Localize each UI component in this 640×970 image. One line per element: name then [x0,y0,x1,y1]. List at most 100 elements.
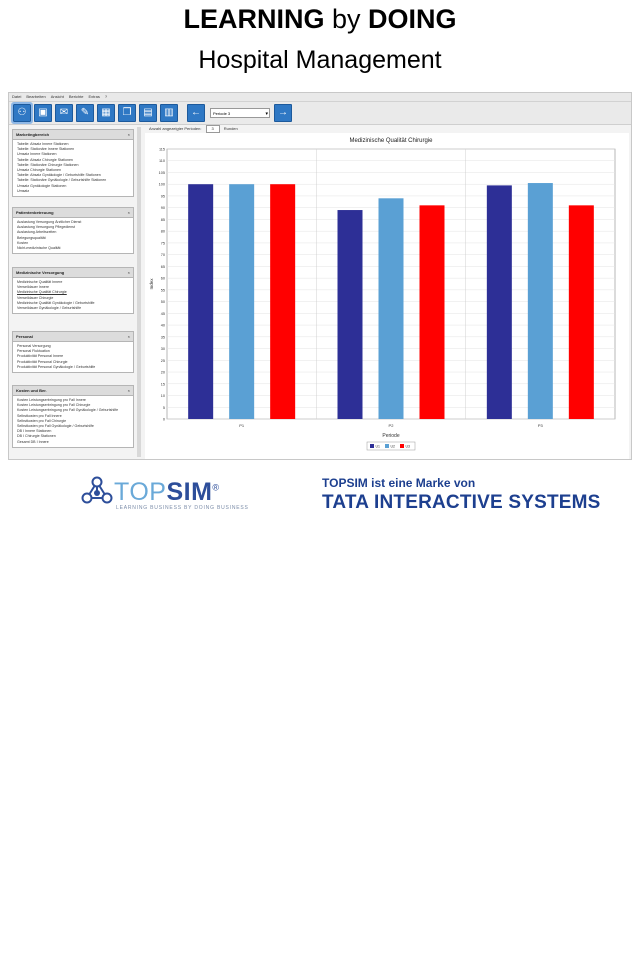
sidebar-report-link[interactable]: Tabelle: Stationäre Innere Stationen [17,147,75,152]
close-icon[interactable]: × [127,210,130,215]
close-icon[interactable]: × [127,132,130,137]
y-tick-label: 55 [161,288,165,292]
app-window: Datei Bearbeiten Ansicht Berichte Extras? Pe… [8,92,632,460]
legend-label: U1 [376,445,381,449]
legend-label: U2 [391,445,396,449]
close-icon[interactable]: × [127,334,130,339]
sidebar-panel-title[interactable]: Personal × [13,332,133,342]
menu-item-0[interactable]: Datei [12,94,22,99]
y-tick-label: 40 [161,324,165,328]
sidebar-report-link[interactable]: Personal Versorgung [17,344,51,348]
sidebar-panel-title[interactable]: Kosten und Ber. × [13,386,133,396]
sidebar-report-link[interactable]: Auslastung Arbeitszeiten [17,230,57,235]
sidebar-report-link[interactable]: Kosten [17,240,29,245]
topsim-tagline: LEARNING BUSINESS BY DOING BUSINESS [116,505,249,511]
y-tick-label: 70 [161,253,165,257]
sidebar-report-link[interactable]: Tabelle: Absatz Innere Stationen [17,142,69,146]
sidebar-report-link[interactable]: Kosten Leistungserbringung pro Fall Chir… [17,403,91,408]
y-tick-label: 45 [161,312,165,316]
sidebar-report-link[interactable]: Auslastung Versorgung Ärztlicher Dienst [17,220,82,224]
sidebar-report-link[interactable]: Kosten Leistungserbringung pro Fall Inne… [17,398,86,402]
sidebar-panel: Marketingbereich × Tabelle: Absatz Innere … [12,129,134,198]
sidebar-report-link[interactable]: Tabelle: Absatz Chirurgie Stationen [17,157,73,162]
bar-U2-P2 [378,198,404,419]
sidebar-panel-title-text: Patientenbetreuung [16,210,54,215]
sidebar-report-link[interactable]: Verweildauer Innere [17,285,49,290]
sidebar-report-link[interactable]: Umsatz [17,188,30,193]
sidebar-report-link[interactable]: Medizinische Qualität Innere [17,280,63,284]
save-icon[interactable]: ▣ [34,104,52,122]
sidebar-report-link[interactable]: Nicht-medizinische Qualität [17,246,61,251]
forward-arrow-icon[interactable]: → [274,104,292,122]
period-select-value: Periode 3 [213,111,231,116]
sidebar-report-link[interactable]: Selbstkosten pro Fall Gynäkologie / Gebu… [17,424,94,429]
legend-swatch [370,444,374,448]
y-tick-label: 30 [161,347,165,351]
bar-chart-icon[interactable]: ▥ [160,104,178,122]
clipboard-icon[interactable]: ▤ [139,104,157,122]
y-tick-label: 10 [161,394,165,398]
sidebar-panel-title[interactable]: Medizinische Versorgung × [13,268,133,278]
sidebar-report-link[interactable]: Umsatz Innere Stationen [17,152,57,157]
period-count-spinner[interactable]: 3 [205,125,220,133]
sidebar-report-link[interactable]: Tabelle: Stationäre Gynäkologie / Geburt… [17,178,107,183]
sidebar-report-link[interactable]: Gesamt DB I Innere [17,439,49,444]
menu-item-5[interactable]: ? [104,94,108,99]
sidebar-report-link[interactable]: DB I Innere Stationen [17,429,52,434]
y-tick-label: 50 [161,300,165,304]
x-tick-label: P1 [239,423,245,428]
legend-swatch [400,444,404,448]
menu-item-4[interactable]: Extras [88,94,100,99]
menu-item-3[interactable]: Berichte [68,94,84,99]
x-axis-label: Periode [382,433,399,439]
sidebar-report-link[interactable]: Umsatz Chirurgie Stationen [17,168,61,173]
calculator-icon[interactable]: ▦ [97,104,115,122]
sidebar-report-link[interactable]: DB I Chirurgie Stationen [17,434,56,439]
sidebar-report-link[interactable]: Produktivität Personal Gynäkologie / Geb… [17,364,96,369]
y-tick-label: 60 [161,277,165,281]
inbox-icon[interactable]: ✉ [55,104,73,122]
sidebar-panel: Patientenbetreuung × Auslastung Versorgung… [12,207,134,255]
y-tick-label: 85 [161,218,165,222]
sidebar-report-link[interactable]: Verweildauer Gynäkologie / Geburtshilfe [17,306,82,311]
y-tick-label: 105 [159,171,165,175]
y-tick-label: 100 [159,183,165,187]
menu-bar: Datei Bearbeiten Ansicht Berichte Extras? [9,93,631,102]
bar-U1-P2 [337,210,363,419]
round-label: Runden [223,126,238,132]
sidebar-report-link[interactable]: Medizinische Qualität Chirurgie [17,290,67,295]
sidebar-report-link[interactable]: Umsatz Gynäkologie Stationen [17,183,67,188]
period-select[interactable]: Periode 3 ▾ [210,108,270,118]
close-icon[interactable]: × [127,270,130,275]
menu-item-2[interactable]: Ansicht [50,94,64,99]
sidebar-report-link[interactable]: Tabelle: Stationäre Chirurgie Stationen [17,162,79,167]
sidebar-panel-title[interactable]: Patientenbetreuung × [13,208,133,218]
back-arrow-icon[interactable]: ← [187,104,205,122]
menu-item-1[interactable]: Bearbeiten [26,94,46,99]
sidebar-report-link[interactable]: Verweildauer Chirurgie [17,295,54,300]
sidebar-panel-title-text: Personal [16,334,33,339]
sidebar-report-link[interactable]: Selbstkosten pro Fall Chirurgie [17,418,67,423]
sidebar-panel: Medizinische Versorgung × Medizinische Qua… [12,267,134,315]
y-tick-label: 95 [161,194,165,198]
documents-icon[interactable]: ❐ [118,104,136,122]
sidebar-splitter[interactable] [137,127,141,457]
pencil-icon[interactable]: ✎ [76,104,94,122]
y-tick-label: 110 [159,159,165,163]
sidebar-report-link[interactable]: Medizinische Qualität Gynäkologie / Gebu… [17,300,95,305]
x-tick-label: P3 [538,423,544,428]
network-icon[interactable]: ⚇ [11,102,33,124]
sidebar-report-link[interactable]: Auslastung Versorgung Pflegedienst [17,225,75,230]
sidebar-report-link[interactable]: Produktivität Personal Innere [17,354,64,359]
sidebar-report-link[interactable]: Tabelle: Absatz Gynäkologie / Geburtshil… [17,173,101,178]
sidebar-panel-title[interactable]: Marketingbereich × [13,130,133,140]
topsim-logo-icon [81,476,113,504]
sidebar-report-link[interactable]: Personal Fluktuation [17,349,50,354]
bar-U2-P1 [229,184,255,419]
close-icon[interactable]: × [127,388,130,393]
sidebar-report-link[interactable]: Produktivität Personal Chirurgie [17,359,68,364]
sidebar-report-link[interactable]: Belegungsqualität [17,235,46,240]
sidebar-report-link[interactable]: Kosten Leistungserbringung pro Fall Gynä… [17,408,119,413]
sidebar-report-link[interactable]: Selbstkosten pro Fall Innere [17,413,62,418]
y-tick-label: 25 [161,359,165,363]
